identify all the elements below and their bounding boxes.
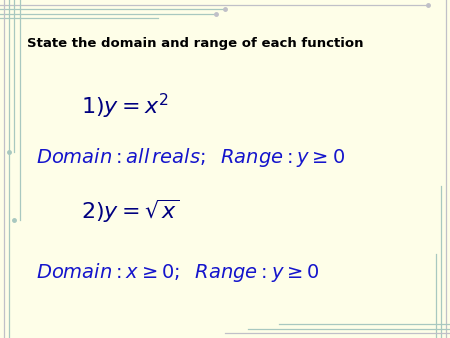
Text: $\mathit{1)y = x^{2}}$: $\mathit{1)y = x^{2}}$ xyxy=(81,92,169,121)
Text: $\mathit{2)y = \sqrt{x}}$: $\mathit{2)y = \sqrt{x}}$ xyxy=(81,198,179,225)
Text: $\mathit{Domain : x \geq 0;}\;\;\mathit{Range : y \geq 0}$: $\mathit{Domain : x \geq 0;}\;\;\mathit{… xyxy=(36,261,320,284)
Text: State the domain and range of each function: State the domain and range of each funct… xyxy=(27,37,364,50)
Text: $\mathit{Domain : all\, reals;}\;\;\mathit{Range : y \geq 0}$: $\mathit{Domain : all\, reals;}\;\;\math… xyxy=(36,146,345,169)
